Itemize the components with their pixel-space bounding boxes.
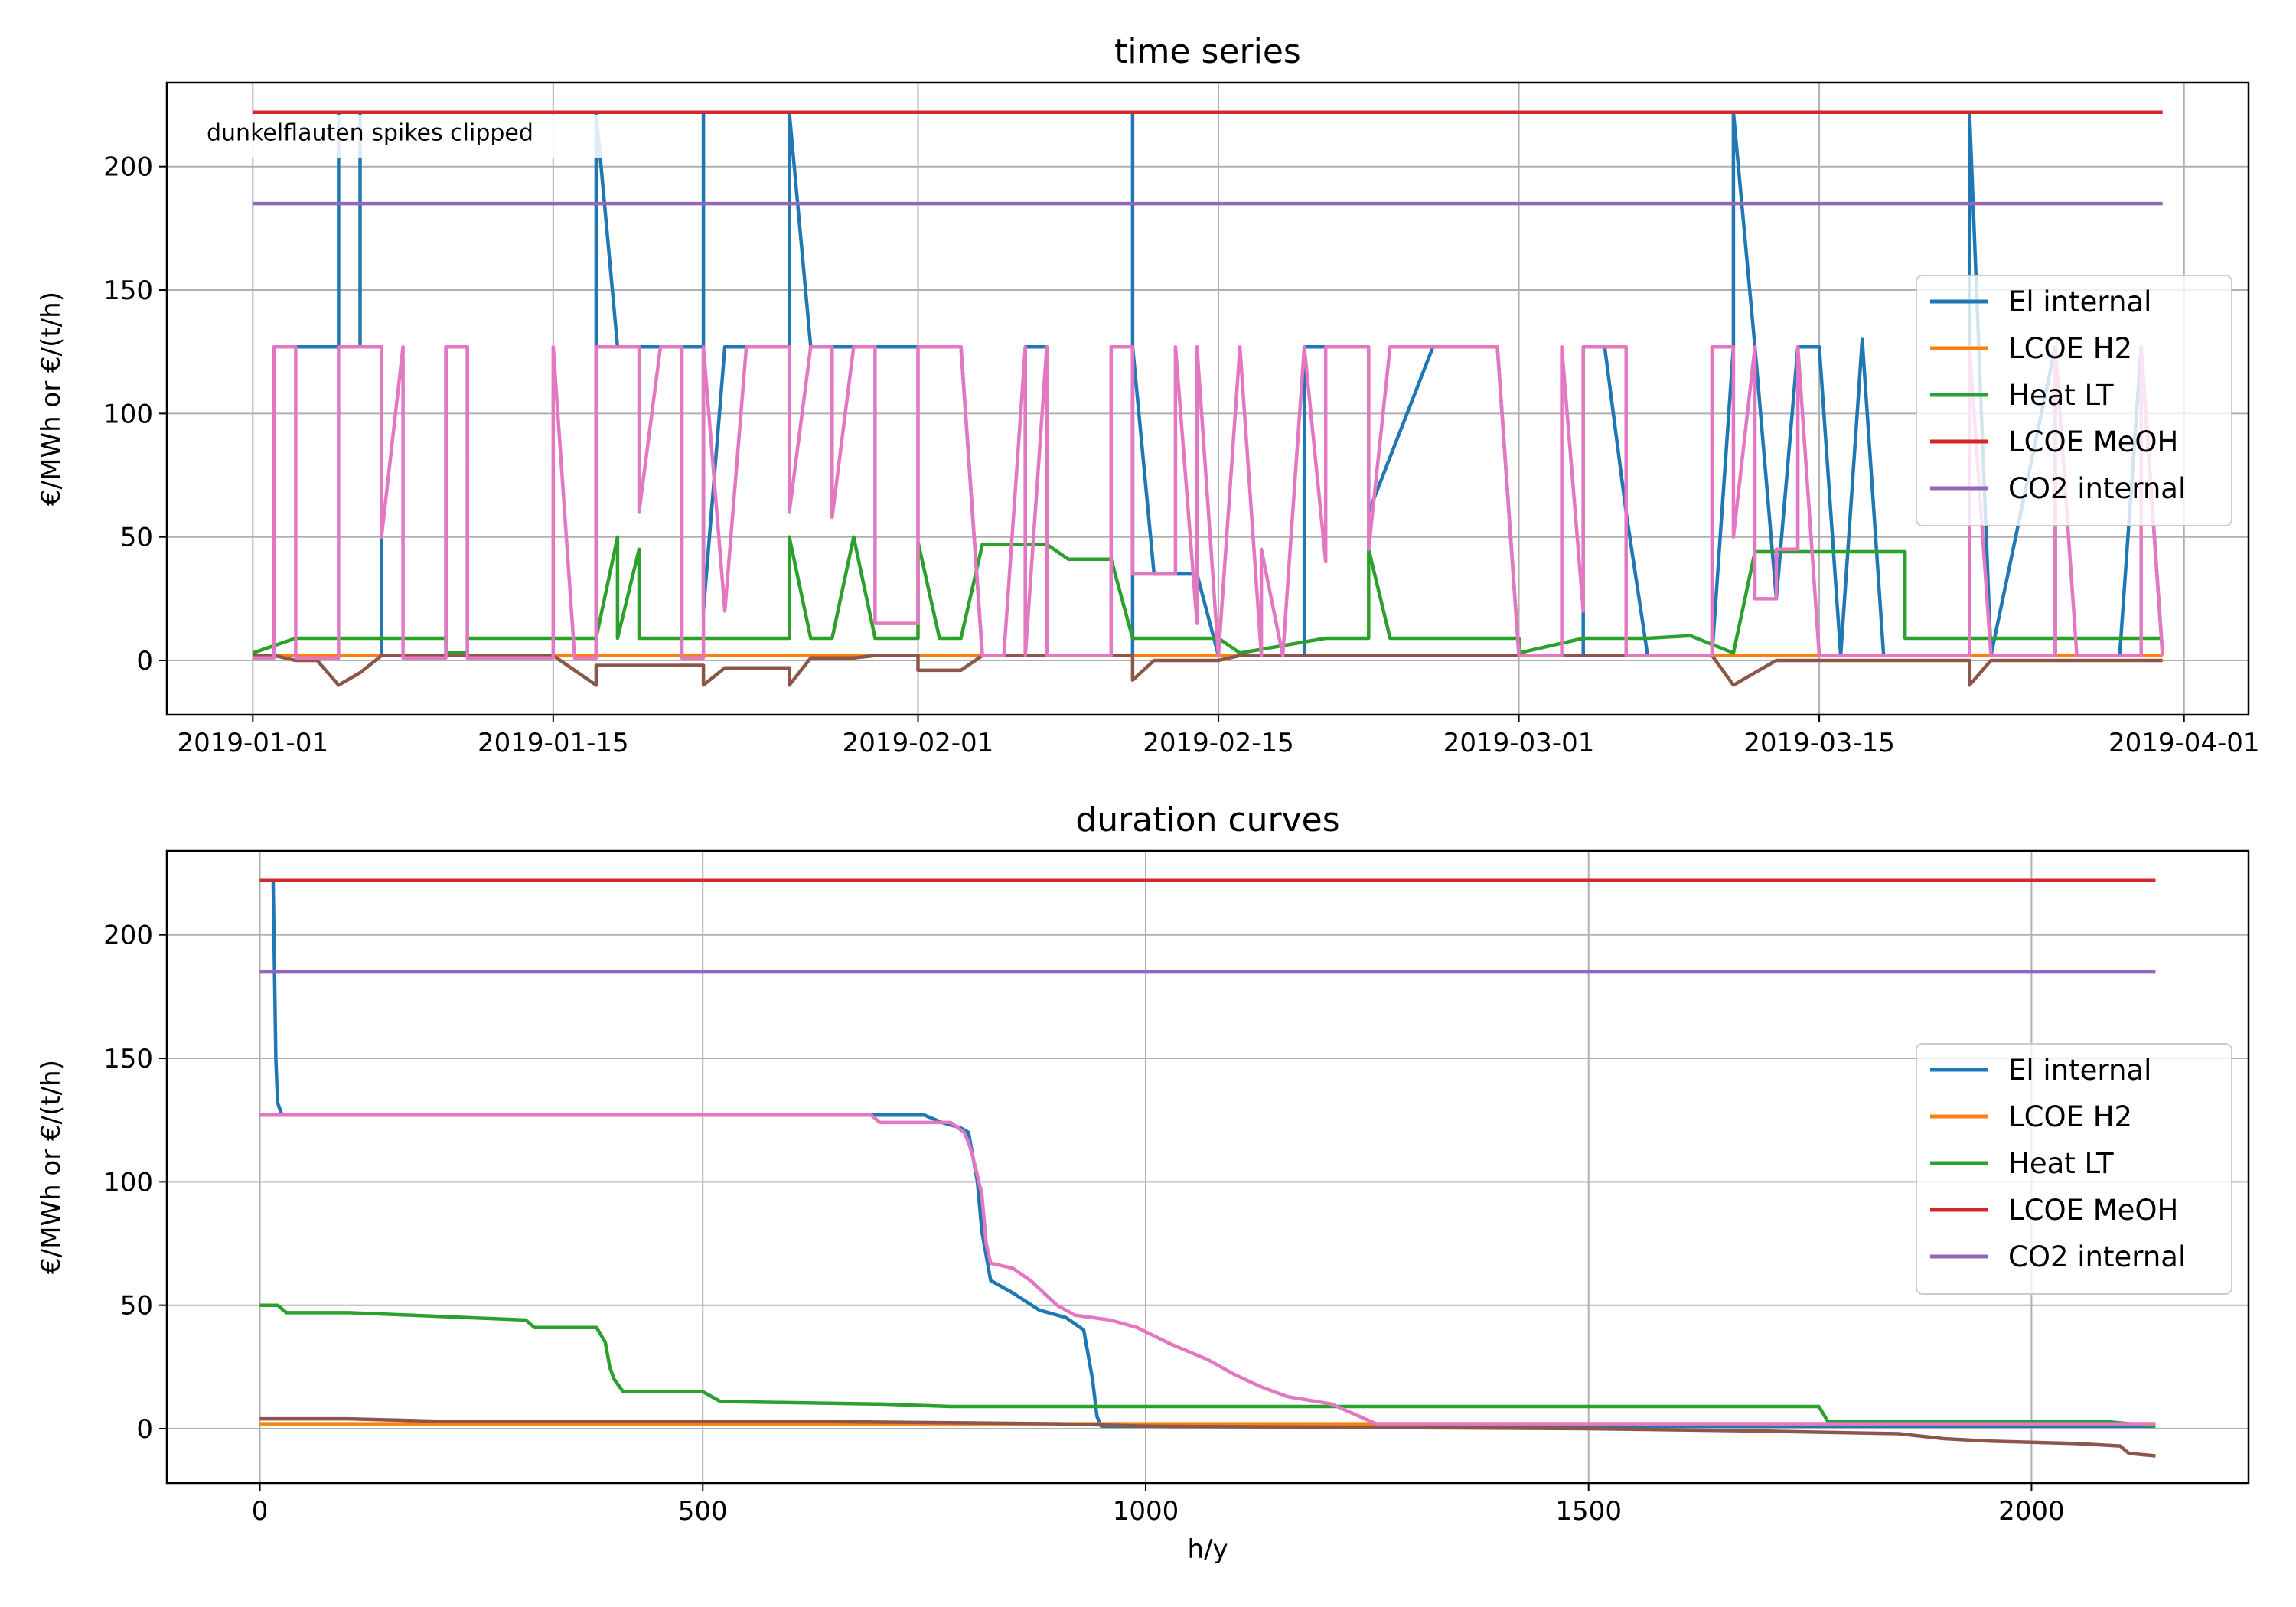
duration-curves-panel: 0 500 1000 1500 2000 0 50 100 150 200 duration cur…	[36, 800, 2250, 1565]
x-tick-label: 1000	[1113, 1496, 1179, 1527]
y-tick-label: 50	[120, 1291, 153, 1322]
chart-title: time series	[1114, 32, 1301, 71]
y-tick-label: 0	[136, 646, 153, 676]
legend-label: CO2 internal	[2008, 472, 2186, 505]
time-series-panel: dunkelflauten spikes clipped 2019-01-01 20…	[36, 32, 2260, 758]
series-group	[259, 878, 2156, 1458]
y-tick-label: 100	[103, 399, 153, 429]
series-line-unlabeled	[259, 1416, 2156, 1458]
legend-label: CO2 internal	[2008, 1240, 2186, 1273]
annotation-text: dunkelflauten spikes clipped	[207, 120, 533, 147]
y-tick-label: 200	[103, 921, 153, 951]
series-line-unlabeled	[253, 344, 2164, 660]
legend-label: LCOE MeOH	[2008, 425, 2178, 458]
series-line-unlabeled	[253, 654, 2163, 687]
y-tick-label: 0	[136, 1414, 153, 1445]
x-tick-label: 2019-02-01	[843, 728, 994, 758]
series-line-el-internal	[259, 878, 2156, 1429]
legend-label: Heat LT	[2008, 379, 2114, 412]
x-tick-label: 2019-02-15	[1143, 728, 1294, 758]
plot-frame	[165, 849, 2250, 1485]
annotation-background	[207, 114, 643, 158]
x-tick-label: 2019-04-01	[2108, 728, 2260, 758]
y-tick-label: 100	[103, 1167, 153, 1198]
series-line-el-internal	[253, 110, 2164, 657]
x-axis-label: h/y	[1187, 1534, 1228, 1565]
legend-label: LCOE H2	[2008, 332, 2132, 365]
y-tick-label: 150	[103, 1044, 153, 1074]
series-group	[252, 110, 2164, 687]
x-tick-label: 1500	[1555, 1496, 1622, 1527]
legend-label: El internal	[2008, 1054, 2151, 1087]
legend-frame	[1916, 275, 2232, 526]
series-line-heat-lt	[259, 1303, 2156, 1429]
legend: El internal LCOE H2 Heat LT LCOE MeOH CO2 in…	[1916, 1043, 2232, 1295]
y-tick-label: 150	[103, 275, 153, 306]
series-line-heat-lt	[252, 535, 2163, 655]
y-axis-label: €/MWh or €/(t/h)	[36, 1060, 67, 1274]
chart-title: duration curves	[1075, 800, 1339, 839]
legend: El internal LCOE H2 Heat LT LCOE MeOH CO2 in…	[1916, 275, 2232, 526]
series-line-unlabeled	[259, 1113, 2156, 1426]
legend-frame	[1916, 1043, 2232, 1295]
x-tick-label: 2019-01-01	[177, 728, 328, 758]
y-tick-label: 50	[120, 523, 153, 553]
x-tick-label: 500	[678, 1496, 728, 1527]
legend-label: LCOE MeOH	[2008, 1194, 2178, 1227]
y-axis-label: €/MWh or €/(t/h)	[36, 292, 67, 506]
x-tick-label: 2000	[1998, 1496, 2065, 1527]
plot-frame	[165, 81, 2250, 716]
x-tick-label: 2019-01-15	[478, 728, 629, 758]
x-tick-label: 2019-03-01	[1443, 728, 1595, 758]
x-tick-label: 2019-03-15	[1743, 728, 1895, 758]
legend-label: LCOE H2	[2008, 1100, 2132, 1133]
x-tick-label: 0	[252, 1496, 269, 1527]
legend-label: El internal	[2008, 285, 2151, 318]
legend-label: Heat LT	[2008, 1147, 2114, 1180]
y-tick-label: 200	[103, 152, 153, 183]
